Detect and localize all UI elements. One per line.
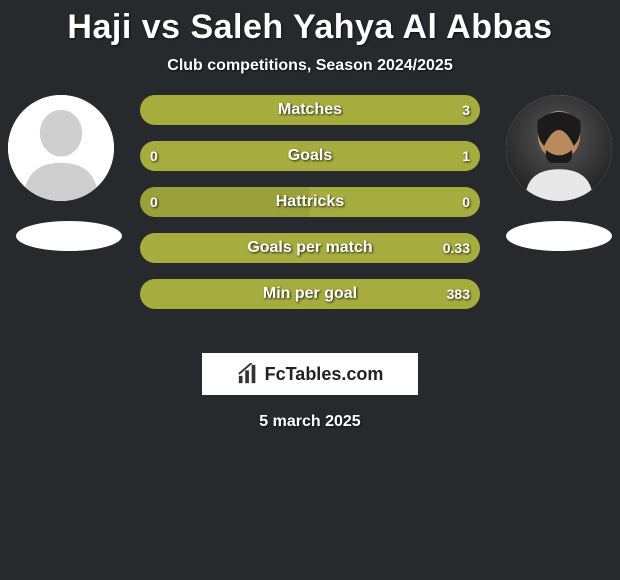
player-left-club-badge: [16, 221, 122, 251]
stat-label: Min per goal: [140, 279, 480, 309]
stat-label: Hattricks: [140, 187, 480, 217]
stat-row: Goals0 1: [140, 141, 480, 171]
player-right-club-badge: [506, 221, 612, 251]
page-subtitle: Club competitions, Season 2024/2025: [0, 57, 620, 75]
footer-date: 5 march 2025: [0, 413, 620, 431]
stat-value-left: 0: [140, 187, 168, 217]
stat-label: Goals per match: [140, 233, 480, 263]
page-title: Haji vs Saleh Yahya Al Abbas: [0, 0, 620, 47]
brand-box[interactable]: FcTables.com: [202, 353, 418, 395]
stat-row: Min per goal383: [140, 279, 480, 309]
stat-value-right: 0.33: [433, 233, 480, 263]
stat-value-right: 1: [452, 141, 480, 171]
stat-value-right: 383: [437, 279, 480, 309]
stat-label: Matches: [140, 95, 480, 125]
stat-label: Goals: [140, 141, 480, 171]
bar-chart-icon: [237, 363, 259, 385]
photo-icon: [506, 95, 612, 201]
player-right-avatar: [506, 95, 612, 201]
stat-row: Hattricks0 0: [140, 187, 480, 217]
silhouette-icon: [8, 95, 114, 201]
stat-value-right: 3: [452, 95, 480, 125]
stat-value-right: 0: [452, 187, 480, 217]
stat-row: Goals per match0.33: [140, 233, 480, 263]
comparison-arena: Matches3Goals01Hattricks00Goals per matc…: [0, 95, 620, 335]
brand-text: FcTables.com: [265, 364, 384, 385]
stat-row: Matches3: [140, 95, 480, 125]
stat-value-left: 0: [140, 141, 168, 171]
stats-bars: Matches3Goals01Hattricks00Goals per matc…: [140, 95, 480, 325]
player-left-avatar: [8, 95, 114, 201]
